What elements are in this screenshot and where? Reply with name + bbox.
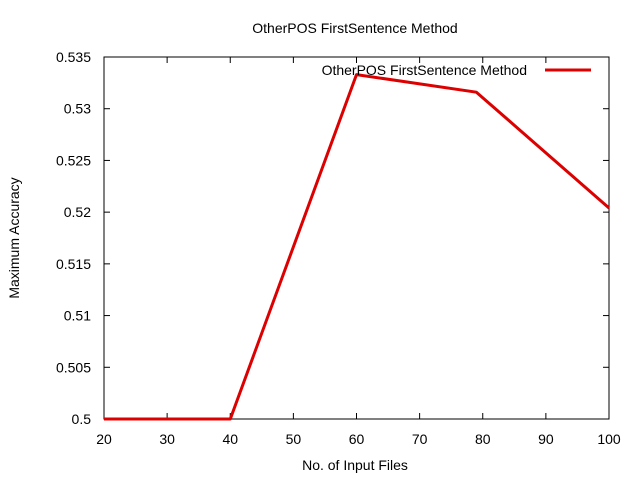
y-tick-label: 0.5 [72,411,92,427]
x-tick-label: 60 [349,431,365,447]
x-tick-label: 50 [286,431,302,447]
y-tick-label: 0.515 [56,256,91,272]
y-tick-label: 0.52 [64,204,91,220]
x-tick-label: 80 [475,431,491,447]
legend-label: OtherPOS FirstSentence Method [322,62,527,78]
x-tick-label: 20 [96,431,112,447]
y-tick-label: 0.535 [56,49,91,65]
series-layer [103,73,610,421]
y-tick-label: 0.505 [56,359,91,375]
y-tick-label: 0.51 [64,308,91,324]
x-tick-label: 100 [597,431,621,447]
y-axis-title: Maximum Accuracy [6,177,22,298]
legend: OtherPOS FirstSentence Method [322,62,591,78]
x-axis: 20 30 40 50 60 70 80 90 100 [96,57,621,447]
x-tick-label: 70 [412,431,428,447]
y-tick-label: 0.525 [56,152,91,168]
y-tick-label: 0.53 [64,101,91,117]
series-line-0 [104,73,610,421]
x-tick-label: 90 [538,431,554,447]
chart-title: OtherPOS FirstSentence Method [252,20,457,36]
y-axis: 0.5 0.505 0.51 0.515 0.52 0.525 0.53 0.535 [56,49,609,427]
plot-frame [103,56,610,420]
x-axis-title: No. of Input Files [302,457,408,473]
x-tick-label: 30 [159,431,175,447]
x-tick-label: 40 [222,431,238,447]
